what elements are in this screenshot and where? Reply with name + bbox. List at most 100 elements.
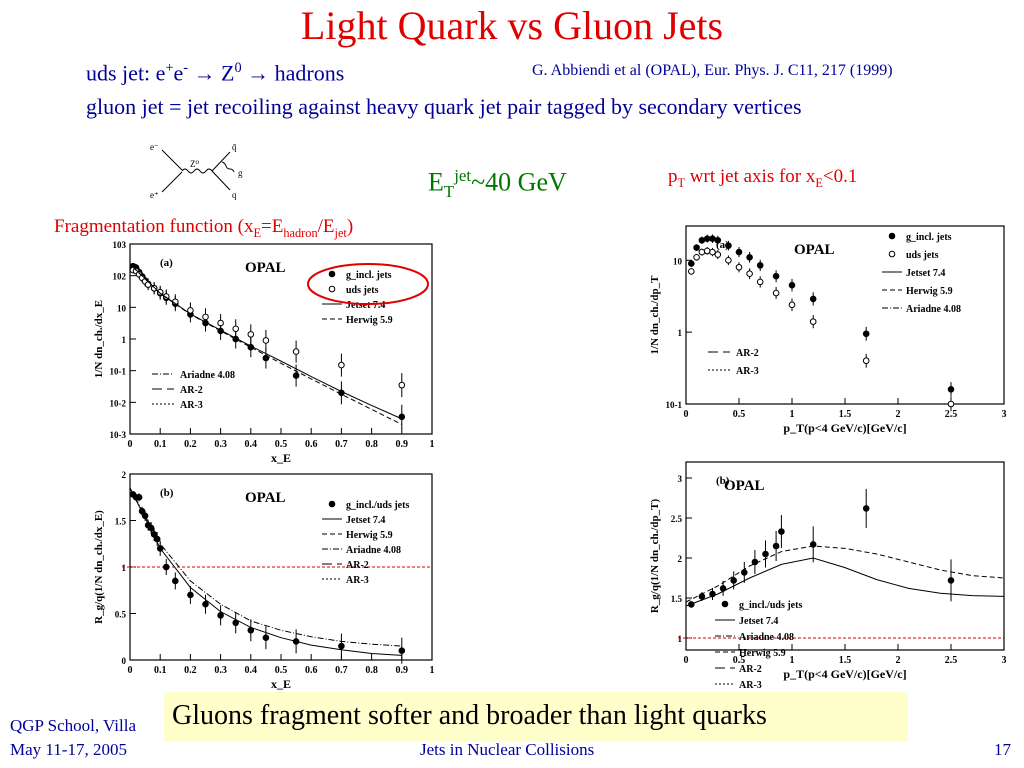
- data-point-uds-jets: [788, 301, 796, 309]
- footer-talk-title: Jets in Nuclear Collisions: [420, 740, 595, 759]
- legend-highlight-circle: [307, 263, 429, 305]
- series-line-jetset-7-4: [132, 266, 403, 420]
- reference-citation: G. Abbiendi et al (OPAL), Eur. Phys. J. …: [532, 62, 893, 79]
- x-tick-label: 0.6: [305, 665, 318, 676]
- et-t: T: [443, 181, 455, 201]
- data-point-g-incl-jets: [772, 272, 780, 280]
- x-tick-label: 0: [128, 439, 133, 450]
- data-point-g-incl-jets: [746, 254, 753, 261]
- data-point-g-incl-jets: [693, 244, 700, 251]
- data-point-uds-jets: [809, 318, 817, 325]
- data-point-g-incl-jets: [809, 295, 817, 303]
- data-point-g-incl-uds-jets: [262, 634, 270, 641]
- x-tick-label: 2.5: [945, 655, 958, 666]
- data-point-g-incl-uds-jets: [217, 612, 224, 619]
- data-point-g-incl-jets: [709, 235, 716, 242]
- legend-label-jetset-7-4: Jetset 7.4: [346, 515, 385, 526]
- data-point-g-incl-uds-jets: [730, 577, 737, 584]
- data-point-g-incl-jets: [756, 262, 764, 269]
- data-point-uds-jets: [232, 325, 239, 333]
- pt-ratio-chart: 0 0.5 1 1.5 2 2.5 3 1 1.5 2 2.5 3 (b)OPAL g_incl./uds…: [649, 461, 1007, 690]
- data-point-g-incl-uds-jets: [398, 647, 406, 654]
- y-tick-label: 10: [117, 303, 127, 313]
- x-tick-label: 3: [1002, 655, 1007, 666]
- legend-marker-g-incl-jets: [888, 232, 896, 240]
- legend-label-ar-3: AR-3: [180, 400, 203, 411]
- data-point-g-incl-uds-jets: [762, 550, 769, 558]
- series-line-jetset-7-4: [129, 487, 402, 656]
- uds-jet-definition: uds jet: e+e- → Z0 → hadrons: [86, 60, 344, 86]
- x-tick-label: 2: [896, 409, 901, 420]
- y-tick-label: 102: [113, 272, 127, 282]
- x-tick-label: 0.8: [365, 665, 378, 676]
- legend-label-herwig-5-9: Herwig 5.9: [346, 315, 393, 326]
- legend-label-g-incl-jets: g_incl. jets: [346, 270, 392, 281]
- y-tick-label: 10-3: [110, 430, 127, 440]
- data-point-uds-jets: [693, 254, 700, 261]
- x-tick-label: 0: [128, 665, 133, 676]
- legend-label-jetset-7-4: Jetset 7.4: [906, 268, 945, 279]
- panel-title: OPAL: [245, 260, 286, 276]
- x-tick-label: 1: [790, 655, 795, 666]
- x-tick-label: 0.4: [245, 439, 257, 450]
- data-point-uds-jets: [698, 248, 706, 256]
- feynman-diagram: e⁻ e⁺ Z⁰ q̄ g q: [150, 142, 243, 200]
- x-tick-label: 0: [684, 409, 689, 420]
- x-tick-label: 1.5: [839, 655, 852, 666]
- data-point-g-incl-uds-jets: [338, 642, 345, 650]
- data-point-g-incl-uds-jets: [135, 493, 143, 501]
- legend-marker-uds-jets: [888, 250, 896, 258]
- pt-mid: wrt jet axis for x: [685, 166, 816, 187]
- page-title: Light Quark vs Gluon Jets: [300, 3, 724, 48]
- x-tick-label: 0.1: [154, 665, 167, 676]
- x-tick-label: 0.3: [214, 665, 227, 676]
- x-tick-label: 1: [790, 409, 795, 420]
- legend-label-ar-2: AR-2: [739, 664, 762, 675]
- x-axis-title: x_E: [271, 677, 291, 690]
- y-tick-label: 2.5: [671, 514, 683, 524]
- data-point-g-incl-jets: [714, 236, 722, 244]
- feyn-e-minus: e⁻: [150, 142, 159, 152]
- frag-b: =E: [261, 216, 284, 237]
- x-axis-title: p_T(p<4 GeV/c)[GeV/c]: [783, 421, 906, 435]
- data-point-g-incl-uds-jets: [862, 505, 870, 512]
- frag-a: Fragmentation function (x: [54, 216, 254, 237]
- data-point-uds-jets: [756, 278, 764, 286]
- y-tick-label: 1: [678, 328, 683, 338]
- series-line-ariadne-4-08: [129, 487, 402, 647]
- footer-date: May 11-17, 2005: [10, 740, 127, 759]
- data-point-g-incl-jets: [688, 260, 695, 267]
- y-tick-label: 1.5: [671, 594, 683, 604]
- series-line-herwig-5-9: [132, 266, 403, 425]
- y-tick-label: 0.5: [115, 610, 127, 620]
- x-tick-label: 2: [896, 655, 901, 666]
- uds-sup-minus: -: [183, 60, 189, 76]
- data-point-g-incl-jets: [788, 281, 796, 289]
- y-tick-label: 2: [122, 470, 127, 480]
- legend-label-ar-3: AR-3: [739, 680, 762, 690]
- data-point-g-incl-jets: [735, 248, 743, 256]
- data-point-g-incl-uds-jets: [947, 577, 955, 584]
- x-tick-label: 0.9: [396, 439, 409, 450]
- uds-text-hadrons: → hadrons: [241, 60, 345, 86]
- panel-title: OPAL: [245, 490, 286, 506]
- data-point-g-incl-uds-jets: [162, 563, 170, 571]
- data-point-g-incl-jets: [698, 236, 706, 244]
- feyn-g: g: [238, 168, 243, 178]
- y-axis-title: R_g/q(1/N dn_ch./dp_T): [649, 499, 661, 614]
- pt-end: <0.1: [822, 166, 858, 187]
- data-point-uds-jets: [735, 263, 743, 271]
- data-point-uds-jets: [725, 256, 732, 264]
- data-point-uds-jets: [262, 337, 270, 344]
- legend-label-herwig-5-9: Herwig 5.9: [346, 530, 393, 541]
- pt-caption: pT wrt jet axis for xE<0.1: [668, 166, 857, 191]
- y-tick-label: 103: [113, 240, 127, 250]
- summary-banner: [164, 692, 908, 742]
- y-axis-title: R_g/q(1/N dn_ch./dx_E): [93, 510, 105, 624]
- legend-label-g-incl-jets: g_incl. jets: [906, 232, 952, 243]
- y-tick-label: 1: [122, 563, 127, 573]
- panel-label: (b): [160, 487, 174, 499]
- footer-page-number: 17: [994, 740, 1011, 759]
- feyn-q: q: [232, 190, 237, 200]
- y-tick-label: 1: [122, 335, 127, 345]
